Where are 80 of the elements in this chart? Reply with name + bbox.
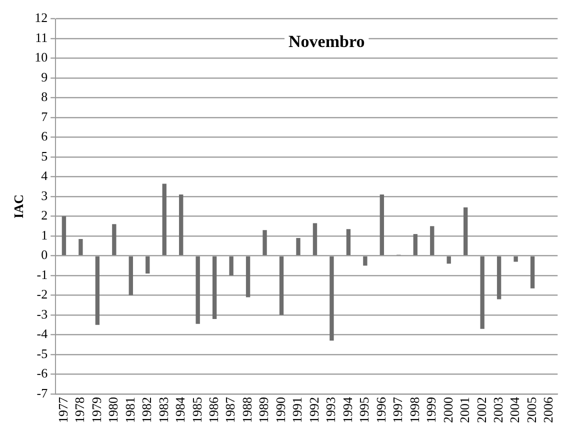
bar (514, 256, 518, 262)
x-tick-label: 1998 (406, 397, 422, 423)
y-tick-label: 0 (41, 247, 48, 262)
x-tick-label: 1989 (256, 397, 272, 423)
y-tick-label: 7 (41, 108, 48, 124)
bar (430, 226, 434, 256)
bar (62, 216, 66, 256)
bar (312, 223, 318, 256)
y-tick-label: 2 (41, 208, 48, 223)
bar (446, 256, 451, 264)
bar (229, 256, 234, 276)
y-tick-label: 11 (35, 30, 48, 45)
bar (464, 207, 468, 256)
x-tick-label: 1987 (222, 396, 238, 423)
x-tick-label: 2006 (540, 396, 556, 423)
y-tick-label: -3 (36, 306, 48, 322)
x-tick-label: 2001 (457, 397, 472, 423)
y-tick-label: -4 (36, 326, 48, 342)
bar (78, 238, 83, 256)
bar (330, 256, 334, 341)
bar (496, 256, 502, 300)
y-tick-label: 5 (41, 148, 48, 164)
x-tick-label: 1977 (55, 396, 70, 423)
x-tick-label: 1984 (172, 396, 188, 423)
x-tick-label: 1981 (122, 397, 138, 423)
bar (346, 229, 351, 256)
bar (530, 256, 535, 288)
x-tick-label: 1986 (206, 396, 221, 423)
x-tick-label: 1991 (290, 397, 305, 423)
x-tick-label: 1990 (272, 397, 288, 423)
y-tick-label: 3 (41, 188, 48, 203)
x-tick-label: 2000 (440, 397, 456, 423)
y-tick-label: 6 (41, 128, 48, 144)
bar (246, 256, 250, 298)
x-tick-label: 1985 (189, 397, 204, 423)
y-tick-label: -1 (36, 266, 48, 282)
bar (162, 184, 166, 256)
y-tick-label: -2 (36, 286, 48, 302)
bar (212, 256, 217, 319)
x-tick-label: 1999 (424, 397, 439, 423)
x-tick-label: 1996 (373, 396, 388, 423)
bar (363, 256, 368, 266)
y-tick-label: 9 (41, 69, 48, 84)
bar (296, 238, 300, 256)
bar (179, 194, 184, 256)
bar (112, 224, 116, 256)
x-tick-label: 1979 (88, 397, 104, 423)
bar (128, 256, 133, 296)
bar (279, 256, 284, 316)
y-tick-label: 8 (41, 89, 48, 104)
bar (95, 256, 100, 325)
x-tick-label: 1988 (239, 397, 254, 423)
bar (480, 256, 484, 329)
x-tick-label: 2004 (507, 396, 522, 423)
bar (262, 230, 267, 256)
x-tick-label: 1997 (390, 396, 406, 423)
x-tick-label: 1995 (356, 397, 372, 423)
y-tick-label: 1 (41, 227, 48, 242)
y-tick-label: -5 (36, 346, 48, 361)
y-axis-title: IAC (11, 194, 26, 218)
bar (146, 256, 150, 274)
y-tick-label: -6 (36, 366, 48, 381)
x-tick-label: 2005 (524, 397, 539, 423)
x-tick-label: 1980 (106, 397, 121, 423)
y-tick-label: 4 (41, 168, 48, 184)
x-tick-label: 1978 (72, 397, 88, 423)
bar (380, 194, 384, 256)
x-tick-label: 1993 (323, 397, 338, 423)
x-tick-label: 1994 (340, 396, 355, 423)
x-tick-label: 1992 (306, 397, 322, 423)
bar (196, 256, 200, 324)
x-tick-label: 1982 (139, 397, 154, 423)
text: Novembro (288, 32, 365, 51)
x-tick-label: 2002 (474, 397, 489, 423)
x-tick-label: 1983 (156, 397, 171, 423)
y-tick-label: 10 (34, 50, 48, 65)
y-tick-label: 12 (34, 10, 48, 26)
bar (413, 234, 418, 256)
x-tick-label: 2003 (490, 397, 506, 423)
y-tick-label: -7 (36, 385, 48, 400)
